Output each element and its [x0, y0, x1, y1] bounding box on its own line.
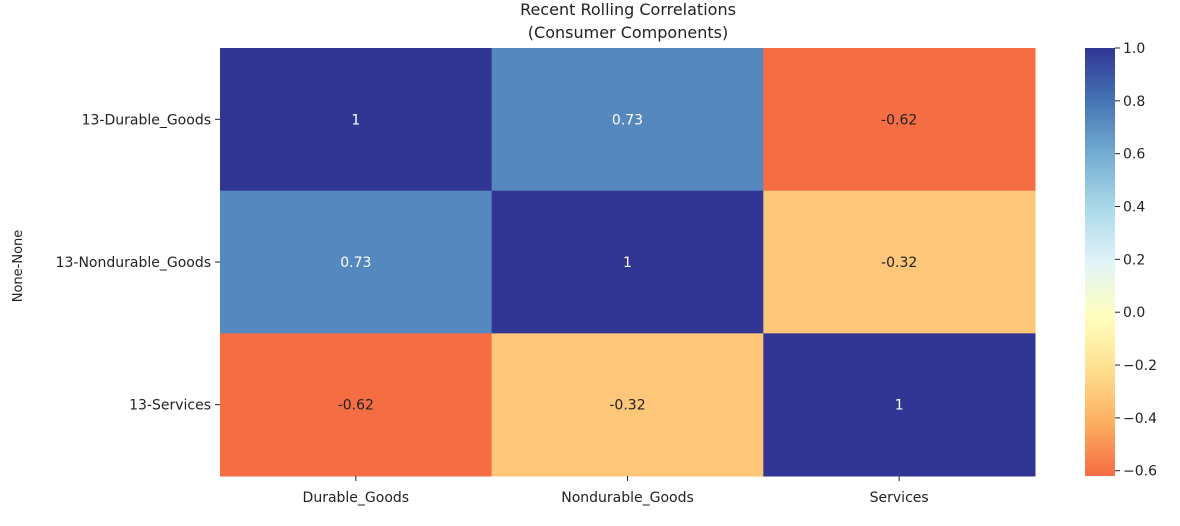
- y-tick-label: 13-Durable_Goods: [82, 112, 211, 128]
- y-axis-ticks: 13-Durable_Goods 13-Nondurable_Goods 13-Se…: [56, 112, 220, 414]
- heatmap-cell: [763, 333, 1036, 477]
- heatmap-cell: [491, 190, 764, 334]
- cell-annotation: -0.32: [881, 255, 917, 271]
- heatmap-cell: [220, 190, 493, 334]
- y-tick-label: 13-Nondurable_Goods: [56, 255, 211, 271]
- colorbar-tick-label: 0.2: [1123, 252, 1145, 268]
- colorbar-ticks: 1.0 0.8 0.6 0.4 0.2 0.0 −0.2 −0.4 −0.6: [1115, 41, 1157, 480]
- cell-annotation: -0.62: [881, 112, 917, 128]
- colorbar-tick-label: −0.2: [1123, 358, 1157, 374]
- colorbar-tick-label: −0.4: [1123, 411, 1157, 427]
- cell-annotation: 1: [623, 255, 632, 271]
- colorbar-tick-label: 1.0: [1123, 41, 1145, 57]
- colorbar: [1085, 48, 1115, 476]
- cell-annotation: 1: [351, 112, 360, 128]
- colorbar-tick-label: 0.4: [1123, 200, 1145, 216]
- heatmap-cells: [220, 48, 1036, 477]
- heatmap-cell: [763, 48, 1036, 192]
- heatmap-cell: [763, 190, 1036, 334]
- colorbar-tick-label: −0.6: [1123, 464, 1157, 480]
- cell-annotation: -0.62: [338, 398, 374, 414]
- x-axis-ticks: Durable_Goods Nondurable_Goods Services: [303, 476, 929, 506]
- heatmap-annotations: 1 0.73 -0.62 0.73 1 -0.32 -0.62 -0.32 1: [338, 112, 918, 413]
- x-tick-label: Nondurable_Goods: [561, 490, 694, 506]
- cell-annotation: 1: [895, 398, 904, 414]
- x-tick-label: Durable_Goods: [303, 490, 410, 506]
- cell-annotation: 0.73: [612, 112, 643, 128]
- y-axis-label: None-None: [11, 230, 26, 303]
- heatmap-cell: [491, 48, 764, 192]
- chart-subtitle: (Consumer Components): [528, 23, 728, 42]
- cell-annotation: 0.73: [340, 255, 371, 271]
- y-tick-label: 13-Services: [129, 398, 211, 414]
- heatmap-cell: [491, 333, 764, 477]
- colorbar-tick-label: 0.8: [1123, 94, 1145, 110]
- colorbar-tick-label: 0.6: [1123, 147, 1145, 163]
- colorbar-tick-label: 0.0: [1123, 305, 1145, 321]
- x-tick-label: Services: [870, 490, 929, 506]
- heatmap-cell: [220, 48, 493, 192]
- chart-title: Recent Rolling Correlations: [520, 0, 736, 19]
- heatmap-cell: [220, 333, 493, 477]
- cell-annotation: -0.32: [609, 398, 645, 414]
